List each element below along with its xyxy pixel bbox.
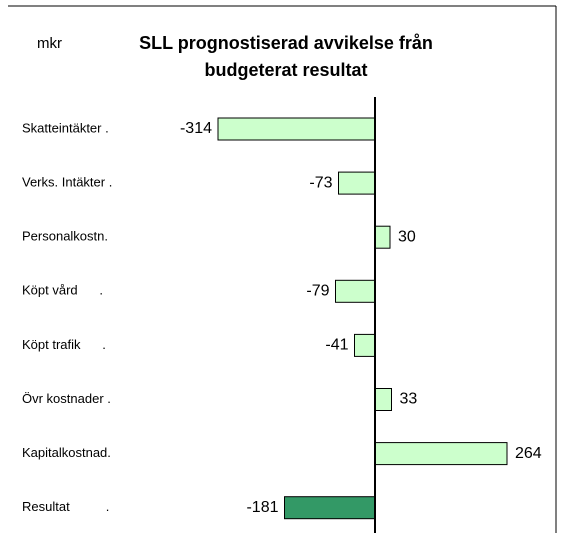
- category-label: Övr kostnader .: [22, 391, 111, 406]
- bar: [374, 388, 392, 411]
- value-label: -181: [246, 499, 278, 516]
- value-label: 264: [515, 445, 542, 462]
- value-label: -79: [306, 283, 329, 300]
- bar: [284, 496, 376, 520]
- category-label: Verks. Intäkter .: [22, 175, 112, 190]
- chart-title: SLL prognostiserad avvikelse från: [139, 33, 433, 53]
- chart-title: budgeterat resultat: [204, 60, 367, 80]
- value-label: -41: [325, 337, 348, 354]
- value-label: -314: [180, 120, 212, 137]
- value-label: 33: [400, 391, 418, 408]
- category-label: Resultat .: [22, 499, 109, 514]
- category-label: Personalkostn.: [22, 229, 108, 244]
- bar: [217, 117, 376, 141]
- bar: [338, 171, 376, 195]
- category-label: Köpt vård .: [22, 283, 103, 298]
- value-label: 30: [398, 228, 416, 245]
- category-label: Kapitalkostnad.: [22, 445, 111, 460]
- bar: [374, 225, 391, 249]
- value-label: -73: [309, 174, 332, 191]
- category-label: Skatteintäkter .: [22, 120, 109, 135]
- unit-label: mkr: [37, 35, 62, 52]
- bar: [354, 333, 376, 357]
- category-label: Köpt trafik .: [22, 337, 106, 352]
- bar: [335, 279, 376, 303]
- bar: [374, 442, 508, 466]
